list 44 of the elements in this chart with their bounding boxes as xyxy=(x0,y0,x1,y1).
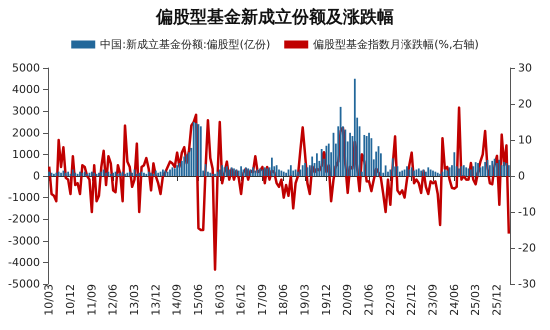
x-tick-label: 17/09 xyxy=(256,284,269,316)
x-tick-label: 18/06 xyxy=(277,284,290,316)
x-tick-label: 21/06 xyxy=(362,284,376,316)
y2-tick-label: 10 xyxy=(518,134,532,146)
x-tick-label: 22/03 xyxy=(384,284,397,316)
y-tick-label: 1000 xyxy=(12,148,40,161)
y-tick-label: 3000 xyxy=(12,104,40,118)
chart-title: 偏股型基金新成立份额及涨跌幅 xyxy=(155,8,394,28)
x-tick-label: 15/06 xyxy=(192,284,205,316)
x-tick-label: 13/03 xyxy=(128,284,141,316)
y-tick-label: -3000 xyxy=(8,234,40,248)
legend-label: 偏股型基金指数月涨跌幅(%,右轴) xyxy=(313,38,479,51)
x-tick-label: 16/03 xyxy=(213,284,226,316)
x-tick-label: 16/12 xyxy=(234,284,248,316)
y-tick-label: 2000 xyxy=(12,126,40,140)
y-tick-label: -2000 xyxy=(8,212,40,226)
x-tick-label: 20/09 xyxy=(341,284,354,316)
x-tick-label: 19/12 xyxy=(320,284,333,316)
x-tick-label: 12/06 xyxy=(106,284,120,316)
y-tick-label: -4000 xyxy=(8,256,40,269)
y2-tick-label: 0 xyxy=(518,170,525,182)
x-tick-label: 24/06 xyxy=(448,284,461,316)
y-tick-label: 0 xyxy=(33,170,40,182)
y-tick-label: -5000 xyxy=(8,278,40,290)
x-tick-label: 14/09 xyxy=(170,284,184,316)
y-tick-label: -1000 xyxy=(8,191,40,204)
legend-label: 中国:新成立基金份额:偏股型(亿份) xyxy=(100,38,270,51)
x-tick-label: 13/12 xyxy=(149,284,162,316)
x-tick-label: 10/12 xyxy=(64,284,78,316)
y2-tick-label: -20 xyxy=(518,242,536,254)
line-series xyxy=(48,106,510,271)
y2-tick-label: -30 xyxy=(518,278,536,290)
y2-tick-label: -10 xyxy=(518,206,536,218)
x-tick-label: 23/09 xyxy=(426,284,440,316)
x-tick-label: 19/03 xyxy=(298,284,312,316)
y-tick-label: 5000 xyxy=(12,62,40,74)
x-tick-label: 10/03 xyxy=(42,284,56,316)
x-tick-label: 25/03 xyxy=(469,284,482,316)
y2-tick-label: 30 xyxy=(518,62,532,74)
x-tick-label: 22/12 xyxy=(405,284,418,316)
x-tick-label: 25/12 xyxy=(490,284,504,316)
y-tick-label: 4000 xyxy=(12,83,40,96)
x-tick-label: 11/09 xyxy=(85,284,98,316)
y2-tick-label: 20 xyxy=(518,98,532,110)
